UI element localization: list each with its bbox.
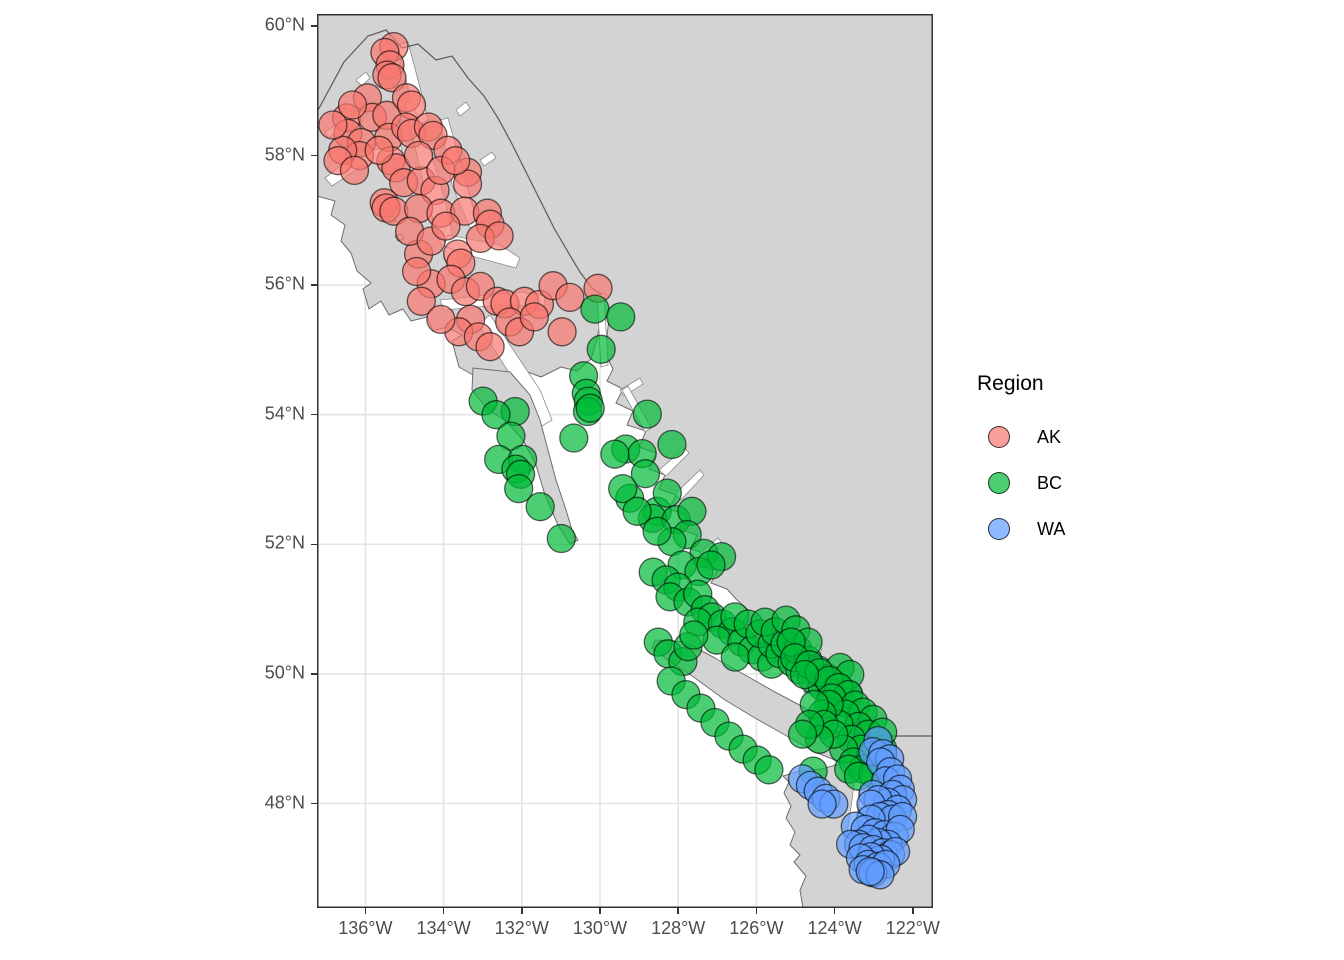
x-tick-mark [599,908,601,914]
boundary-line [317,29,603,296]
legend-item-wa: WA [975,506,1065,552]
data-point [855,856,885,887]
data-point [337,90,368,120]
data-point [606,302,636,332]
data-point [652,478,682,508]
data-point [481,400,511,430]
data-point [600,439,630,469]
x-tick-label: 128°W [651,918,706,938]
data-point [720,642,750,672]
data-point [475,332,505,362]
x-tick-mark [912,908,914,914]
x-tick-label: 132°W [494,918,549,938]
data-point [406,286,436,316]
data-point [364,135,394,165]
x-tick-mark [833,908,836,914]
data-point [546,523,576,554]
x-tick-mark [677,908,679,914]
data-point [575,393,605,423]
legend-key-circle [988,472,1010,494]
data-point [377,63,407,93]
data-point [519,302,549,332]
legend-label: AK [1037,426,1062,447]
y-tick-mark [311,543,317,546]
data-point [547,317,577,347]
x-tick-label: 134°W [416,918,471,938]
data-point [622,496,652,526]
x-tick-label: 130°W [572,918,628,938]
data-point [504,473,534,504]
y-tick-mark [311,284,317,286]
legend-key-circle [988,426,1010,448]
series-BC [468,294,898,791]
y-tick-label: 60°N [264,14,305,35]
y-tick-mark [311,25,317,27]
x-tick-mark [521,908,523,914]
map-panel [317,14,933,908]
data-point [608,473,638,504]
data-point [403,140,434,171]
data-point [426,304,456,335]
y-tick-label: 58°N [264,143,305,164]
y-tick-mark [311,673,317,675]
data-point [339,155,370,186]
y-tick-label: 54°N [264,403,305,424]
data-point [555,282,585,313]
y-tick-label: 56°N [264,273,305,294]
data-point [696,550,726,580]
x-tick-mark [364,908,367,914]
water-channel [355,71,371,87]
data-point [525,492,555,522]
x-tick-mark [755,908,758,914]
map-plot [317,14,933,908]
water-channel [455,101,471,117]
legend-label: BC [1037,472,1063,493]
x-tick-mark [442,908,445,914]
y-tick-label: 52°N [264,532,305,553]
x-tick-label: 136°W [338,918,393,938]
data-point [787,719,818,749]
data-point [586,334,616,364]
data-point [559,423,589,453]
data-point [431,211,461,241]
y-tick-mark [311,413,317,416]
data-point [679,620,709,650]
data-point [401,256,432,287]
x-tick-label: 122°W [885,918,940,938]
y-tick-label: 50°N [264,662,305,683]
data-point [807,789,837,819]
legend-item-bc: BC [975,460,1065,506]
y-tick-mark [311,802,317,805]
panel-border [317,14,933,908]
x-tick-label: 126°W [729,918,784,938]
x-tick-label: 124°W [807,918,862,938]
series-WA [787,725,918,890]
y-tick-mark [311,154,317,157]
data-point [632,399,662,429]
data-point [484,221,514,251]
data-point [789,659,820,690]
y-tick-label: 48°N [264,791,305,812]
data-point [441,146,471,176]
data-point [630,459,661,489]
series-AK [318,31,613,362]
data-point [318,110,348,140]
water-channel [479,151,497,167]
legend-label: WA [1037,518,1066,539]
data-point [657,429,687,460]
legend-item-ak: AK [975,414,1065,460]
legend-title: Region [977,372,1044,395]
data-point [642,516,672,546]
legend-key-circle [988,518,1010,540]
data-point [496,421,526,451]
data-point [580,294,610,324]
legend: Region AK BC WA [975,372,1065,552]
data-point [754,755,784,785]
